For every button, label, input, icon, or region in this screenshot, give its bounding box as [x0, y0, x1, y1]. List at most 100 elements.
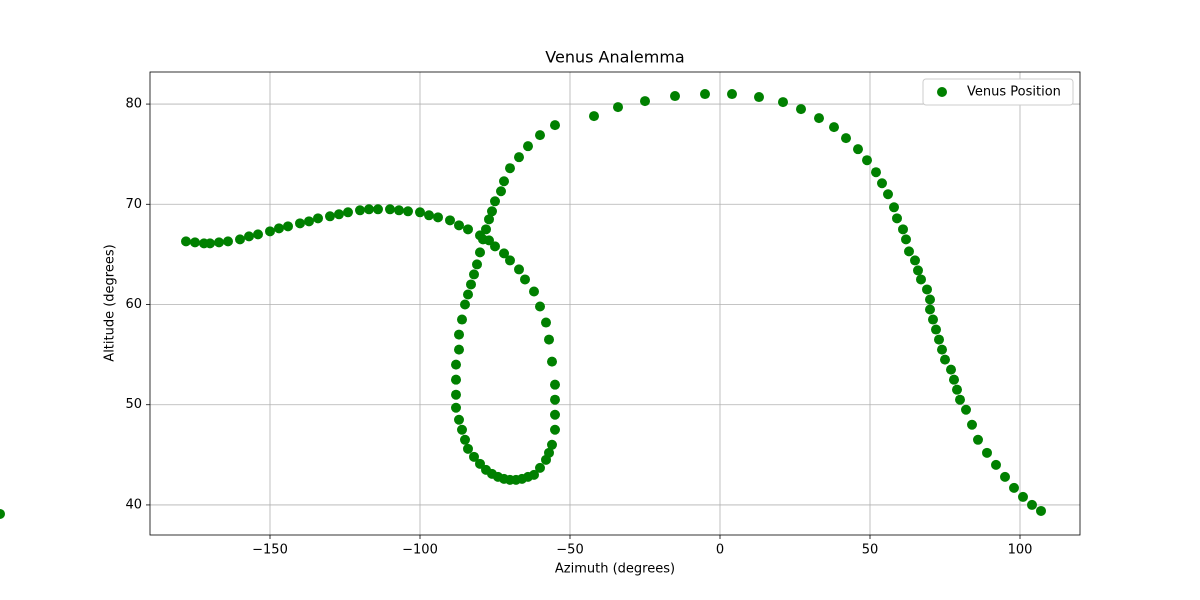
x-tick-label: −50 — [556, 543, 583, 558]
data-point — [910, 255, 920, 266]
data-point — [877, 178, 887, 189]
y-tick-label: 70 — [125, 197, 142, 212]
data-point — [544, 334, 554, 345]
legend-label: Venus Position — [967, 85, 1061, 100]
data-point — [457, 424, 467, 435]
data-point — [541, 317, 551, 328]
data-point — [295, 218, 305, 229]
data-point — [460, 434, 470, 445]
data-point — [829, 122, 839, 133]
data-point — [343, 207, 353, 218]
data-point — [949, 374, 959, 385]
data-point — [1000, 471, 1010, 482]
legend-marker — [937, 87, 947, 97]
x-tick-label: −100 — [402, 543, 438, 558]
data-point — [640, 96, 650, 107]
y-tick-label: 50 — [125, 397, 142, 412]
data-point — [463, 443, 473, 454]
data-point — [514, 152, 524, 163]
data-point — [1027, 499, 1037, 510]
data-point — [727, 89, 737, 100]
data-point — [541, 454, 551, 465]
data-point — [451, 402, 461, 413]
data-point — [373, 204, 383, 215]
data-point — [481, 224, 491, 235]
data-point — [982, 447, 992, 458]
data-point — [904, 246, 914, 257]
data-point — [535, 301, 545, 312]
data-point — [913, 265, 923, 276]
data-point — [922, 284, 932, 295]
y-tick-label: 40 — [125, 497, 142, 512]
data-point — [967, 419, 977, 430]
data-point — [454, 329, 464, 340]
y-tick-label: 60 — [125, 297, 142, 312]
data-point — [931, 324, 941, 335]
data-point — [403, 206, 413, 217]
data-point — [883, 189, 893, 200]
legend-box — [922, 78, 1074, 106]
data-point — [460, 299, 470, 310]
data-point — [550, 120, 560, 131]
data-point — [445, 215, 455, 226]
data-point — [490, 196, 500, 207]
x-tick-label: 50 — [862, 543, 879, 558]
data-point — [892, 213, 902, 224]
data-point — [841, 133, 851, 144]
data-point — [214, 237, 224, 248]
data-point — [889, 202, 899, 213]
y-axis-label: Altitude (degrees) — [103, 244, 118, 361]
data-point — [925, 294, 935, 305]
data-point — [973, 434, 983, 445]
data-point — [955, 394, 965, 405]
data-point — [313, 213, 323, 224]
data-point — [514, 264, 524, 275]
data-point — [364, 204, 374, 215]
data-point — [505, 163, 515, 174]
x-tick-label: 100 — [1008, 543, 1033, 558]
data-point — [394, 205, 404, 216]
data-point — [916, 274, 926, 285]
x-axis-label: Azimuth (degrees) — [555, 562, 675, 577]
data-point — [499, 248, 509, 259]
data-point — [334, 209, 344, 220]
data-point — [700, 89, 710, 100]
data-point — [814, 113, 824, 124]
data-point — [946, 364, 956, 375]
data-point — [424, 210, 434, 221]
data-point — [853, 144, 863, 155]
data-point — [862, 155, 872, 166]
data-point — [550, 379, 560, 390]
data-point — [265, 226, 275, 237]
data-point — [463, 289, 473, 300]
data-point — [934, 334, 944, 345]
data-point — [898, 224, 908, 235]
data-point — [304, 216, 314, 227]
data-point — [433, 212, 443, 223]
data-point — [547, 356, 557, 367]
data-point — [796, 104, 806, 115]
data-point — [940, 354, 950, 365]
data-point — [550, 409, 560, 420]
data-point — [223, 236, 233, 247]
data-point — [499, 176, 509, 187]
chart-title: Venus Analemma — [545, 48, 684, 67]
data-point — [547, 439, 557, 450]
data-point — [475, 247, 485, 258]
data-point — [487, 206, 497, 217]
data-point — [778, 97, 788, 108]
data-point — [235, 234, 245, 245]
data-point — [928, 314, 938, 325]
x-tick-label: 0 — [716, 543, 724, 558]
data-point — [550, 424, 560, 435]
data-point — [925, 304, 935, 315]
data-point — [355, 205, 365, 216]
data-point — [454, 220, 464, 231]
data-point — [244, 231, 254, 242]
data-point — [901, 234, 911, 245]
data-point — [523, 141, 533, 152]
data-point — [451, 359, 461, 370]
data-point — [961, 404, 971, 415]
data-point — [454, 344, 464, 355]
data-point — [469, 451, 479, 462]
